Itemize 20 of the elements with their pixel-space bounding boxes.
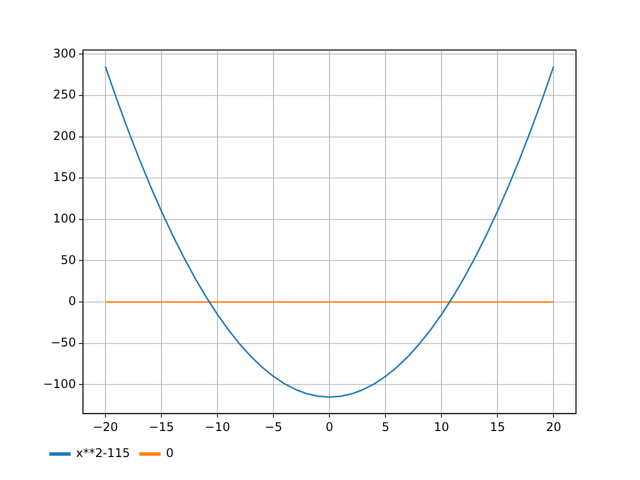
x-tick-label: −15	[148, 420, 174, 434]
legend-label: x**2-115	[76, 446, 130, 460]
y-tick-label: 0	[68, 294, 76, 308]
y-tick-label: 50	[60, 252, 76, 267]
x-tick-label: −10	[204, 420, 230, 434]
x-tick-label: 5	[382, 420, 390, 434]
y-tick-label: 150	[53, 170, 76, 184]
legend-label: 0	[166, 446, 174, 460]
x-tick-label: −5	[264, 420, 282, 434]
x-tick-label: 20	[546, 420, 562, 434]
y-tick-label: 200	[53, 128, 76, 143]
y-tick-label: 250	[53, 88, 76, 102]
x-tick-label: −20	[92, 420, 118, 434]
x-tick-label: 15	[490, 420, 506, 434]
y-tick-label: −50	[50, 335, 76, 350]
y-tick-label: −100	[42, 376, 76, 391]
y-tick-label: 100	[53, 212, 76, 226]
x-tick-label: 0	[326, 420, 334, 434]
y-tick-label: 300	[53, 46, 76, 60]
x-tick-label: 10	[434, 420, 450, 434]
